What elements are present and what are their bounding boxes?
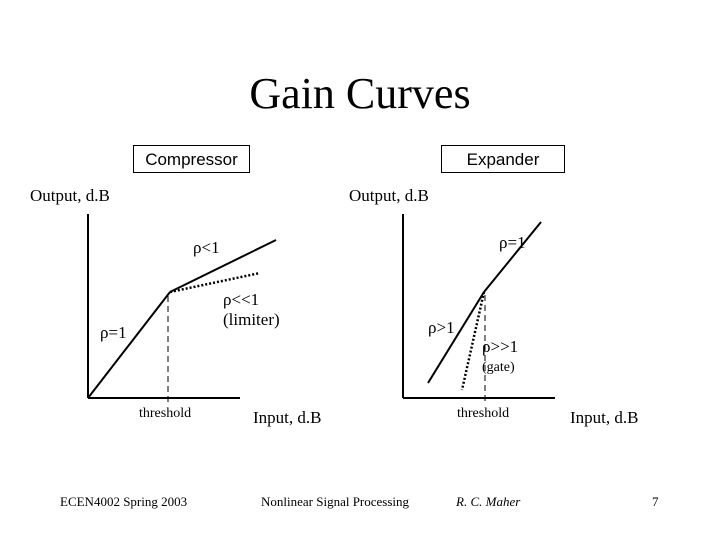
expander-gate-label: (gate) [482,360,515,375]
compressor-limiter-label: (limiter) [223,310,280,329]
compressor-unity-label: ρ=1 [100,323,127,342]
expander-unity-label: ρ=1 [499,233,526,252]
footer-author: R. C. Maher [456,494,521,509]
expander-ratio-curve [427,291,485,384]
expander-box: Expander [441,145,565,173]
expander-y-axis-label: Output, d.B [349,186,429,205]
compressor-limiter-curve [169,271,261,294]
compressor-ratio-curve [169,239,277,293]
expander-ratio-label: ρ>1 [428,318,455,337]
expander-threshold-label: threshold [457,406,510,421]
footer-course: ECEN4002 Spring 2003 [60,494,188,509]
expander-unity-curve [483,221,542,293]
compressor-ratio-label: ρ<1 [193,238,220,257]
compressor-y-axis-label: Output, d.B [30,186,110,205]
expander-x-axis-label: Input, d.B [570,408,639,427]
compressor-box: Compressor [133,145,250,173]
expander-gate-ratio-label: ρ>>1 [482,337,519,356]
slide-title: Gain Curves [249,69,471,118]
compressor-limiter-ratio-label: ρ<<1 [223,290,260,309]
expander-gate-curve [460,291,486,391]
compressor-unity-curve [87,291,171,399]
footer-page-number: 7 [652,494,659,509]
compressor-threshold-label: threshold [139,406,192,421]
footer-topic: Nonlinear Signal Processing [261,494,410,509]
compressor-x-axis-label: Input, d.B [253,408,322,427]
